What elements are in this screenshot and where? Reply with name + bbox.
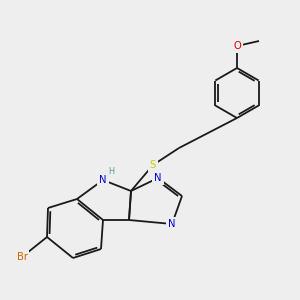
Text: N: N (168, 219, 176, 229)
Text: Br: Br (16, 252, 28, 262)
Text: N: N (99, 175, 107, 185)
Text: N: N (154, 173, 162, 183)
Text: S: S (150, 160, 156, 170)
Text: O: O (233, 41, 241, 51)
Text: H: H (108, 167, 114, 176)
